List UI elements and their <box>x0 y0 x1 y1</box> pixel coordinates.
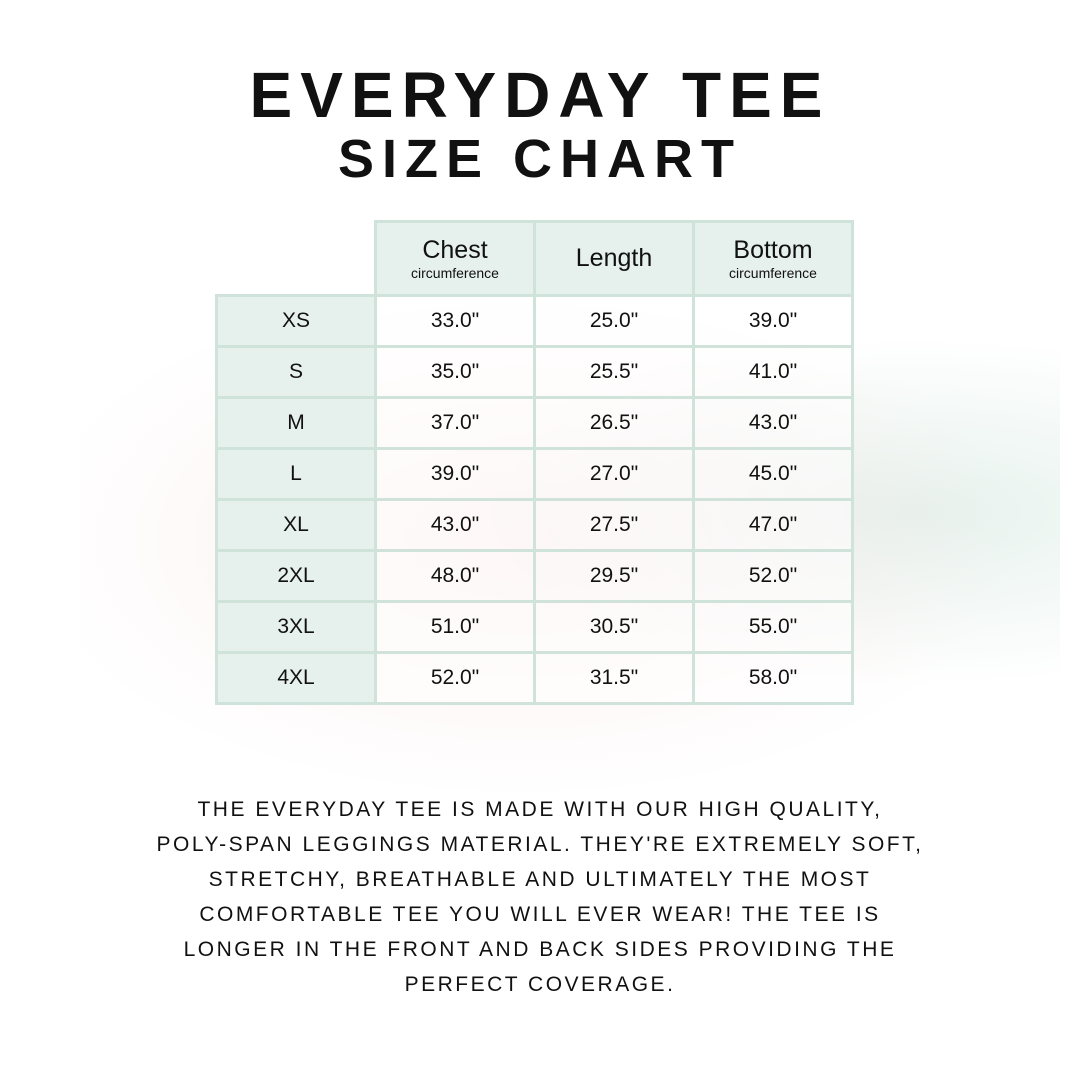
table-row: 2XL 48.0" 29.5" 52.0" <box>215 549 854 603</box>
description-line: comfortable tee you will ever wear! The … <box>199 903 881 926</box>
bottom-cell: 41.0" <box>692 345 854 399</box>
size-table: Chest circumference Length Bottom circum… <box>215 220 854 705</box>
chest-cell: 39.0" <box>374 447 536 501</box>
chest-cell: 35.0" <box>374 345 536 399</box>
bottom-cell: 43.0" <box>692 396 854 450</box>
description-line: stretchy, breathable and ultimately the … <box>208 868 872 891</box>
chest-cell: 43.0" <box>374 498 536 552</box>
length-cell: 31.5" <box>533 651 695 705</box>
size-cell: XS <box>215 294 377 348</box>
size-cell: L <box>215 447 377 501</box>
description-line: The Everyday Tee is made with our high q… <box>197 798 883 821</box>
length-cell: 26.5" <box>533 396 695 450</box>
header-sublabel: circumference <box>411 265 499 281</box>
description-line: longer in the front and back sides provi… <box>183 938 897 961</box>
bottom-cell: 45.0" <box>692 447 854 501</box>
bottom-cell: 58.0" <box>692 651 854 705</box>
chest-cell: 51.0" <box>374 600 536 654</box>
table-row: L 39.0" 27.0" 45.0" <box>215 447 854 501</box>
page-title: EVERYDAY TEE <box>249 59 831 131</box>
bottom-cell: 52.0" <box>692 549 854 603</box>
header-row: Chest circumference Length Bottom circum… <box>217 220 854 297</box>
header-label: Length <box>575 244 653 272</box>
size-cell: 2XL <box>215 549 377 603</box>
header-label: Bottom <box>733 236 813 264</box>
table-row: 4XL 52.0" 31.5" 58.0" <box>215 651 854 705</box>
product-description: The Everyday Tee is made with our high q… <box>60 792 1020 1002</box>
length-cell: 27.5" <box>533 498 695 552</box>
size-cell: M <box>215 396 377 450</box>
table-row: 3XL 51.0" 30.5" 55.0" <box>215 600 854 654</box>
description-line: poly-span leggings material. They're ext… <box>156 833 924 856</box>
header-length: Length <box>533 220 695 297</box>
size-cell: 3XL <box>215 600 377 654</box>
chest-cell: 33.0" <box>374 294 536 348</box>
size-cell: 4XL <box>215 651 377 705</box>
length-cell: 25.5" <box>533 345 695 399</box>
bottom-cell: 55.0" <box>692 600 854 654</box>
length-cell: 30.5" <box>533 600 695 654</box>
header-chest: Chest circumference <box>374 220 536 297</box>
table-row: M 37.0" 26.5" 43.0" <box>215 396 854 450</box>
chest-cell: 48.0" <box>374 549 536 603</box>
table-row: XL 43.0" 27.5" 47.0" <box>215 498 854 552</box>
bottom-cell: 39.0" <box>692 294 854 348</box>
length-cell: 29.5" <box>533 549 695 603</box>
chest-cell: 52.0" <box>374 651 536 705</box>
table-row: XS 33.0" 25.0" 39.0" <box>215 294 854 348</box>
header-label: Chest <box>422 236 488 264</box>
header-sublabel: circumference <box>729 265 817 281</box>
table-row: S 35.0" 25.5" 41.0" <box>215 345 854 399</box>
header-bottom: Bottom circumference <box>692 220 854 297</box>
size-cell: S <box>215 345 377 399</box>
length-cell: 27.0" <box>533 447 695 501</box>
size-cell: XL <box>215 498 377 552</box>
corner-cell <box>217 222 376 296</box>
bottom-cell: 47.0" <box>692 498 854 552</box>
chest-cell: 37.0" <box>374 396 536 450</box>
page-subtitle: SIZE CHART <box>338 129 742 189</box>
length-cell: 25.0" <box>533 294 695 348</box>
description-line: perfect coverage. <box>404 973 676 996</box>
